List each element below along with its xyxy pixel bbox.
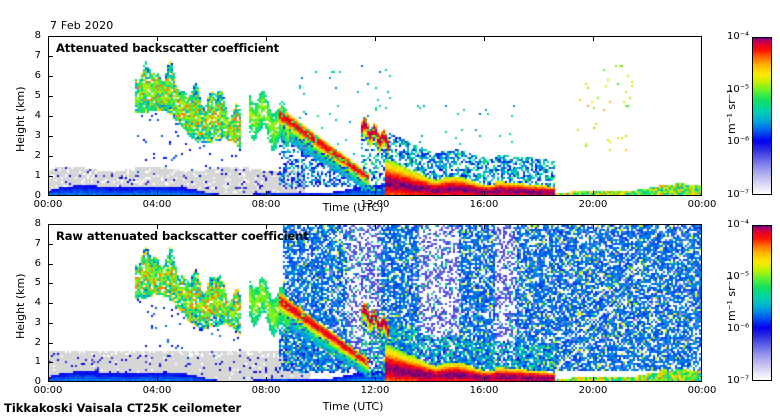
y-tick-label: 5	[34, 90, 41, 101]
y-tick-label: 1	[34, 170, 41, 181]
x-tick-mark-top	[375, 36, 376, 41]
colorbar-tick-label: 10⁻⁶	[726, 136, 749, 148]
x-axis-label-bottom: Time (UTC)	[322, 400, 384, 413]
x-tick-mark	[593, 377, 594, 382]
x-tick-mark-top	[484, 36, 485, 41]
x-tick-mark	[266, 191, 267, 196]
colorbar-tick-label: 10⁻⁴	[726, 219, 749, 230]
x-tick-mark-top	[266, 224, 267, 229]
x-tick-mark	[593, 191, 594, 196]
x-tick-label: 00:00	[687, 385, 717, 396]
panel-title-raw: Raw attenuated backscatter coefficient	[56, 229, 309, 243]
y-tick-label: 0	[34, 190, 41, 201]
x-tick-label: 12:00	[360, 199, 390, 210]
y-tick-label: 6	[34, 70, 41, 81]
colorbar-tick-label: 10⁻⁷	[726, 189, 749, 200]
x-tick-mark-top	[484, 224, 485, 229]
y-tick-label: 5	[34, 277, 41, 289]
x-tick-mark	[484, 377, 485, 382]
x-tick-mark	[157, 377, 158, 382]
plot-area-raw	[48, 224, 702, 382]
x-tick-label: 08:00	[251, 199, 281, 210]
x-tick-label: 08:00	[251, 385, 281, 396]
y-tick-label: 4	[34, 297, 41, 308]
plot-area-attenuated	[48, 36, 702, 196]
y-tick-mark	[48, 76, 53, 77]
y-tick-mark	[48, 303, 53, 304]
colorbar-tick-label: 10⁻⁴	[726, 31, 749, 42]
panel-title-attenuated: Attenuated backscatter coefficient	[56, 41, 280, 55]
y-tick-mark	[48, 96, 53, 97]
y-tick-label: 4	[34, 110, 41, 121]
y-tick-label: 2	[34, 336, 41, 348]
backscatter-heatmap-canvas	[49, 37, 701, 195]
y-tick-label: 3	[34, 130, 41, 141]
y-tick-mark	[48, 283, 53, 285]
colorbar-tick-label: 10⁻⁵	[726, 83, 749, 95]
colorbar-tick-label: 10⁻⁶	[726, 323, 749, 334]
y-tick-mark	[48, 243, 53, 245]
x-tick-label: 20:00	[578, 199, 608, 210]
y-tick-mark	[48, 263, 53, 265]
x-tick-mark	[157, 191, 158, 196]
y-tick-label: 3	[34, 316, 41, 328]
y-tick-mark	[48, 56, 53, 57]
colorbar-unit-label-top: m⁻¹ sr⁻¹	[725, 89, 738, 134]
colorbar-bottom	[752, 225, 772, 381]
colorbar-unit-label-bottom: m⁻¹ sr⁻¹	[725, 276, 738, 321]
y-tick-label: 2	[34, 150, 41, 161]
x-tick-mark-top	[266, 36, 267, 41]
x-axis-label-top: Time (UTC)	[322, 201, 384, 214]
raw-backscatter-heatmap-canvas	[49, 225, 701, 381]
x-tick-label: 04:00	[142, 385, 172, 396]
y-tick-mark	[48, 176, 53, 177]
x-tick-label: 12:00	[360, 385, 390, 396]
colorbar-tick-label: 10⁻⁷	[726, 375, 749, 386]
x-tick-label: 04:00	[142, 199, 172, 210]
y-tick-mark	[48, 342, 53, 344]
x-tick-mark	[375, 377, 376, 382]
y-tick-label: 8	[34, 30, 41, 41]
x-tick-label: 20:00	[578, 385, 608, 396]
x-tick-label: 00:00	[33, 385, 63, 396]
y-tick-label: 1	[34, 356, 41, 368]
colorbar-top	[752, 37, 772, 195]
x-tick-label: 16:00	[469, 199, 499, 210]
x-tick-mark-top	[157, 36, 158, 41]
y-tick-label: 7	[34, 50, 41, 61]
x-tick-mark-top	[593, 36, 594, 41]
x-tick-mark	[375, 191, 376, 196]
y-tick-mark	[48, 156, 53, 157]
x-tick-mark-top	[157, 224, 158, 229]
y-tick-label: 8	[34, 218, 41, 229]
x-tick-label: 00:00	[687, 199, 717, 210]
x-tick-label: 16:00	[469, 385, 499, 396]
x-tick-label: 00:00	[33, 199, 63, 210]
x-tick-mark-top	[593, 224, 594, 229]
figure-footer: Tikkakoski Vaisala CT25K ceilometer	[4, 401, 242, 415]
date-label: 7 Feb 2020	[50, 19, 114, 32]
y-tick-mark	[48, 136, 53, 137]
y-tick-mark	[48, 362, 53, 364]
colorbar-tick-label: 10⁻⁵	[726, 271, 749, 282]
y-tick-label: 7	[34, 237, 41, 249]
y-tick-mark	[48, 116, 53, 117]
x-tick-mark	[266, 377, 267, 382]
x-tick-mark	[484, 191, 485, 196]
y-tick-label: 6	[34, 257, 41, 269]
y-tick-mark	[48, 322, 53, 324]
x-tick-mark-top	[375, 224, 376, 229]
y-tick-label: 0	[34, 376, 41, 387]
